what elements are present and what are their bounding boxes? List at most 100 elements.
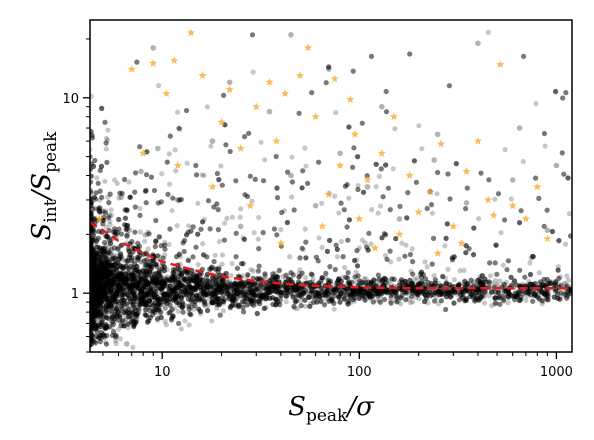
cloud-point <box>128 271 134 277</box>
cloud-point <box>451 300 457 306</box>
cloud-point <box>90 307 94 313</box>
cloud-point <box>94 175 100 181</box>
cloud-point <box>291 288 297 294</box>
cloud-point <box>396 256 402 262</box>
cloud-point <box>91 334 97 341</box>
cloud-point <box>126 293 132 299</box>
cloud-point <box>457 289 463 295</box>
cloud-point <box>110 253 116 259</box>
cloud-point <box>528 255 534 261</box>
cloud-point <box>545 288 551 295</box>
cloud-point <box>131 302 137 308</box>
cloud-point <box>279 285 286 291</box>
cloud-point <box>106 245 112 251</box>
cloud-point <box>186 322 192 328</box>
cloud-point <box>122 257 128 263</box>
cloud-point <box>164 274 171 280</box>
cloud-point <box>145 273 151 279</box>
cloud-point <box>101 269 107 275</box>
cloud-point <box>209 318 215 324</box>
cloud-point <box>511 294 517 300</box>
cloud-point <box>388 295 394 301</box>
cloud-point <box>251 283 257 289</box>
cloud-point <box>147 272 153 278</box>
cloud-point <box>113 252 119 258</box>
cloud-point <box>291 285 298 291</box>
cloud-point <box>500 281 506 287</box>
cloud-point <box>332 193 338 199</box>
cloud-point <box>141 265 147 271</box>
cloud-point <box>101 316 107 322</box>
cloud-point <box>520 158 526 165</box>
cloud-point <box>123 317 129 323</box>
cloud-point <box>300 290 306 296</box>
cloud-point <box>90 260 95 266</box>
cloud-point <box>188 286 194 292</box>
cloud-point <box>336 289 342 295</box>
cloud-point <box>340 293 346 299</box>
cloud-point <box>94 264 101 270</box>
cloud-point <box>169 277 175 283</box>
cloud-point <box>214 305 220 311</box>
cloud-point <box>376 173 382 179</box>
cloud-point <box>409 246 415 252</box>
cloud-point <box>178 261 184 267</box>
cloud-point <box>134 292 140 298</box>
cloud-point <box>229 302 235 308</box>
cloud-point <box>93 311 100 317</box>
cloud-point <box>145 274 151 280</box>
cloud-point <box>283 299 289 305</box>
cloud-point <box>169 287 175 293</box>
cloud-point <box>361 276 367 282</box>
cloud-point <box>169 297 175 303</box>
cloud-point <box>205 302 211 308</box>
cloud-point <box>257 289 263 295</box>
cloud-point <box>90 317 94 323</box>
cloud-point <box>166 241 172 248</box>
cloud-point <box>94 280 100 286</box>
cloud-point <box>90 275 94 281</box>
cloud-point <box>359 295 365 301</box>
cloud-point <box>90 289 95 295</box>
cloud-point <box>277 297 283 303</box>
cloud-point <box>158 275 164 281</box>
cloud-point <box>261 292 267 298</box>
cloud-point <box>318 281 324 287</box>
cloud-point <box>179 292 185 298</box>
cloud-point <box>390 291 396 297</box>
cloud-point <box>138 279 144 285</box>
cloud-point <box>228 273 234 279</box>
cloud-point <box>251 230 257 236</box>
cloud-point <box>99 254 105 260</box>
cloud-point <box>147 292 154 298</box>
cloud-point <box>90 266 95 272</box>
cloud-point <box>232 287 238 293</box>
cloud-point <box>162 252 168 258</box>
cloud-point <box>178 326 184 332</box>
cloud-point <box>162 282 168 289</box>
cloud-point <box>223 283 229 289</box>
cloud-point <box>333 109 339 116</box>
cloud-point <box>470 279 476 285</box>
cloud-point <box>357 291 363 297</box>
cloud-point <box>177 126 183 132</box>
cloud-point <box>497 278 503 284</box>
cloud-point <box>126 179 132 185</box>
cloud-point <box>204 104 210 110</box>
cloud-point <box>376 281 382 287</box>
cloud-point <box>102 286 108 292</box>
cloud-point <box>277 287 283 293</box>
cloud-point <box>130 344 136 350</box>
cloud-point <box>143 294 149 300</box>
cloud-point <box>98 270 104 276</box>
cloud-point <box>135 282 141 288</box>
cloud-point <box>485 29 491 35</box>
cloud-point <box>115 245 121 251</box>
cloud-point <box>416 296 422 302</box>
cloud-point <box>104 305 111 311</box>
cloud-point <box>434 191 440 197</box>
cloud-point <box>136 293 142 299</box>
cloud-point <box>93 296 99 302</box>
cloud-point <box>92 286 98 292</box>
